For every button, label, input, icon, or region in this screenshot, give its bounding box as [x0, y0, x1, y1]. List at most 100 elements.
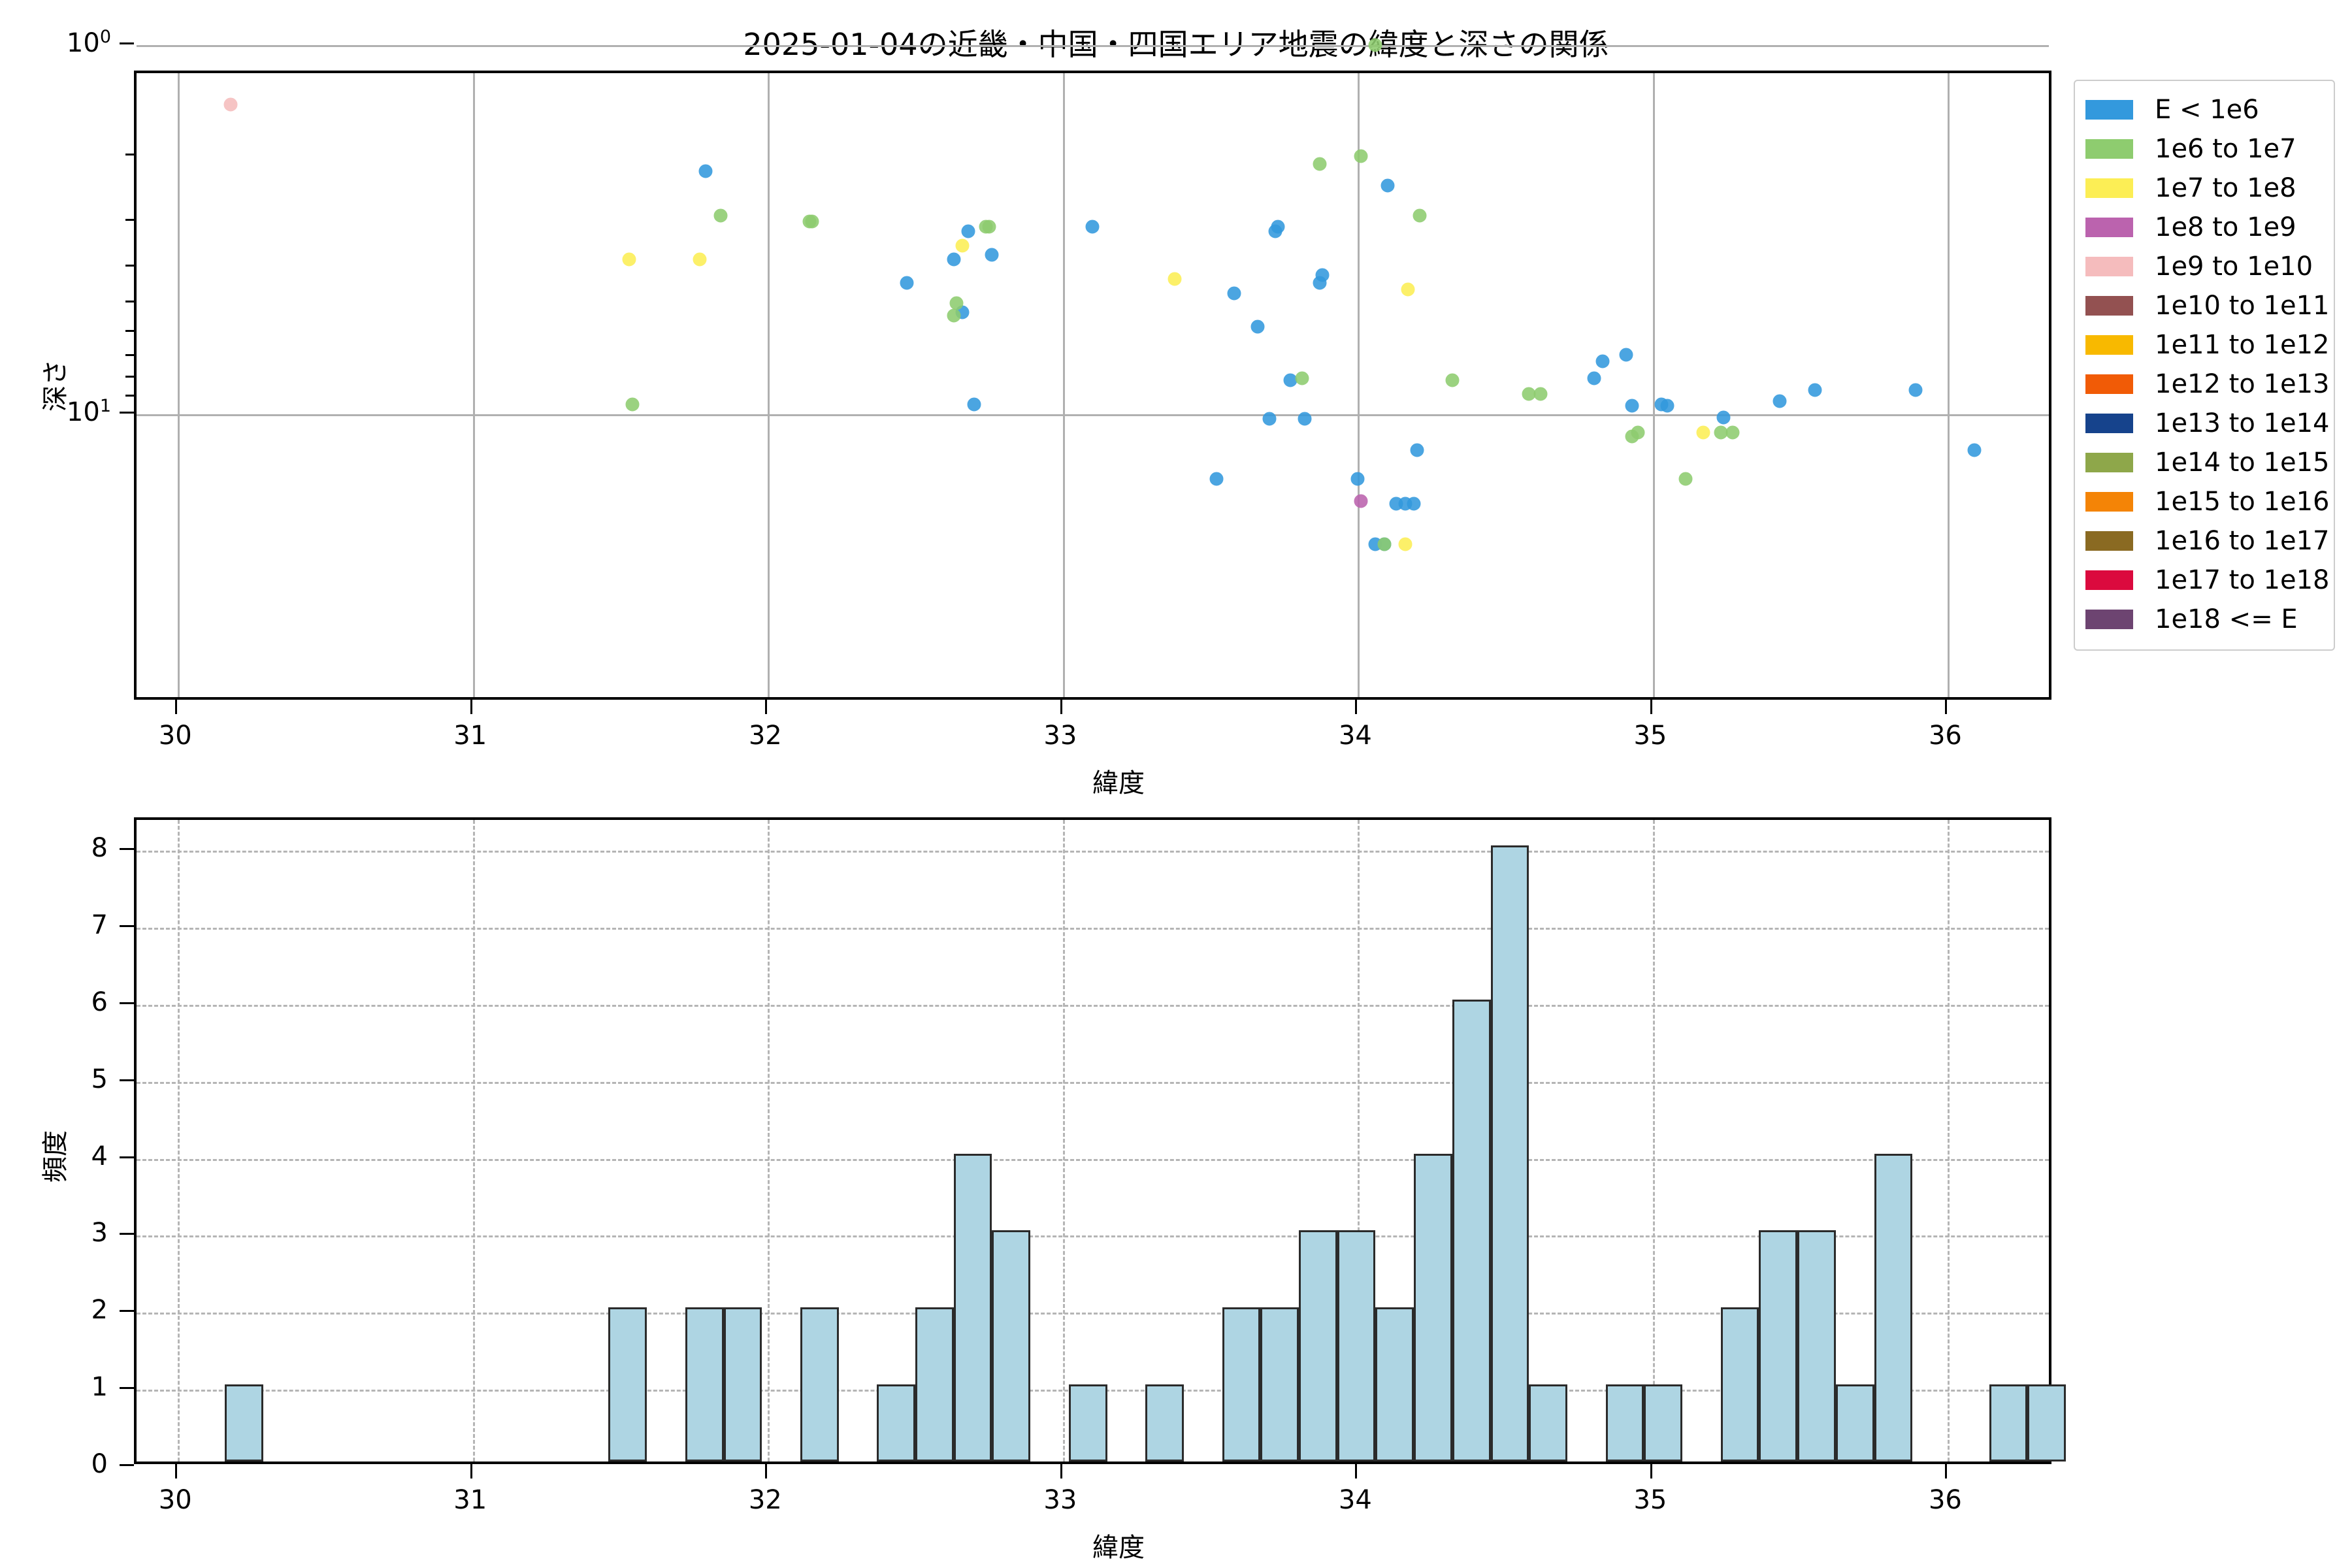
histogram-bar: [1414, 1153, 1452, 1462]
histogram-bar: [1720, 1307, 1759, 1462]
scatter-point: [900, 276, 913, 290]
legend-item[interactable]: 1e16 to 1e17: [2085, 521, 2330, 561]
histogram-bar: [1299, 1230, 1337, 1462]
scatter-gridline-vertical: [768, 73, 770, 697]
scatter-point: [949, 296, 964, 310]
scatter-gridline-vertical: [1948, 73, 1950, 697]
legend-item[interactable]: 1e12 to 1e13: [2085, 365, 2330, 404]
histogram-x-ticklabel: 36: [1928, 1485, 1962, 1515]
legend-item[interactable]: 1e6 to 1e7: [2085, 129, 2323, 169]
scatter-y-minortick: [125, 354, 134, 357]
legend-item[interactable]: 1e9 to 1e10: [2085, 247, 2323, 286]
scatter-point: [1313, 157, 1327, 171]
scatter-point: [947, 252, 961, 267]
histogram-bar: [1260, 1307, 1299, 1462]
scatter-point: [1368, 38, 1382, 52]
scatter-x-tick: [1355, 700, 1358, 714]
legend-item-label: 1e9 to 1e10: [2155, 252, 2313, 282]
histogram-bar: [1644, 1384, 1683, 1462]
scatter-x-tick: [1945, 700, 1948, 714]
legend-item[interactable]: E < 1e6: [2085, 90, 2323, 129]
histogram-y-tick: [120, 1156, 134, 1158]
histogram-x-tick: [1650, 1464, 1652, 1478]
scatter-point: [1808, 383, 1822, 397]
histogram-x-ticklabel: 33: [1043, 1485, 1077, 1515]
scatter-point: [1619, 348, 1633, 362]
scatter-y-ticklabel: 100: [66, 26, 111, 59]
scatter-y-minortick: [125, 376, 134, 378]
scatter-point: [1250, 319, 1265, 334]
scatter-x-tick: [470, 700, 472, 714]
scatter-x-tick: [1060, 700, 1062, 714]
scatter-x-ticklabel: 34: [1338, 721, 1372, 751]
figure-title: 2025-01-04の近畿・中国・四国エリア地震の緯度と深さの関係: [743, 27, 1609, 62]
histogram-x-ticklabel: 35: [1633, 1485, 1667, 1515]
legend-item[interactable]: 1e8 to 1e9: [2085, 208, 2323, 247]
histogram-gridline-vertical: [1652, 820, 1655, 1462]
legend-color-swatch: [2085, 139, 2133, 159]
histogram-y-ticklabel: 3: [91, 1218, 108, 1249]
legend-color-swatch: [2085, 414, 2133, 433]
scatter-y-ticklabel: 101: [66, 395, 111, 428]
legend[interactable]: E < 1e6 1e6 to 1e7 1e7 to 1e8 1e8 to 1e9 1e9…: [2074, 80, 2335, 651]
histogram-bar: [992, 1230, 1031, 1462]
histogram-bar: [2027, 1384, 2066, 1462]
legend-color-swatch: [2085, 453, 2133, 472]
scatter-point: [1295, 371, 1309, 385]
scatter-point: [1262, 412, 1277, 426]
histogram-x-tick: [1355, 1464, 1358, 1478]
legend-color-swatch: [2085, 296, 2133, 316]
histogram-axes: [134, 817, 2066, 1464]
scatter-point: [1401, 282, 1415, 297]
legend-color-swatch: [2085, 374, 2133, 394]
histogram-bar: [800, 1307, 839, 1462]
scatter-point: [1398, 537, 1413, 551]
histogram-y-tick: [120, 1464, 134, 1466]
legend-color-swatch: [2085, 570, 2133, 590]
histogram-y-tick: [120, 1310, 134, 1313]
legend-item-label: 1e7 to 1e8: [2155, 173, 2296, 203]
scatter-point: [622, 252, 636, 267]
histogram-y-tick: [120, 848, 134, 851]
histogram-gridline-vertical: [768, 820, 770, 1462]
legend-item[interactable]: 1e11 to 1e12: [2085, 325, 2330, 365]
scatter-x-ticklabel: 33: [1043, 721, 1077, 751]
legend-item[interactable]: 1e7 to 1e8: [2085, 169, 2323, 208]
histogram-x-ticklabel: 31: [453, 1485, 487, 1515]
legend-color-swatch: [2085, 257, 2133, 276]
legend-item[interactable]: 1e14 to 1e15: [2085, 443, 2330, 482]
scatter-point: [1725, 425, 1740, 440]
scatter-point: [955, 238, 970, 253]
scatter-point: [967, 397, 981, 412]
legend-item[interactable]: 1e17 to 1e18: [2085, 561, 2330, 600]
scatter-point: [223, 97, 238, 112]
scatter-point: [625, 397, 640, 412]
histogram-y-ticklabel: 5: [91, 1064, 108, 1094]
histogram-gridline-horizontal: [137, 851, 2049, 853]
scatter-point: [1354, 149, 1368, 163]
legend-color-swatch: [2085, 100, 2133, 120]
histogram-y-tick: [120, 1079, 134, 1081]
legend-item[interactable]: 1e15 to 1e16: [2085, 482, 2330, 521]
legend-item-label: 1e15 to 1e16: [2155, 487, 2330, 517]
scatter-y-minortick: [125, 218, 134, 221]
legend-item[interactable]: 1e10 to 1e11: [2085, 286, 2330, 325]
histogram-bar: [953, 1153, 992, 1462]
legend-item[interactable]: 1e18 <= E: [2085, 600, 2323, 639]
legend-item-label: 1e6 to 1e7: [2155, 134, 2296, 164]
histogram-x-tick: [470, 1464, 472, 1478]
histogram-bar: [1337, 1230, 1376, 1462]
legend-color-swatch: [2085, 218, 2133, 237]
histogram-y-ticklabel: 2: [91, 1295, 108, 1326]
scatter-x-ticklabel: 30: [158, 721, 192, 751]
histogram-y-tick: [120, 1233, 134, 1235]
scatter-gridline-vertical: [1062, 73, 1065, 697]
scatter-y-minortick: [125, 395, 134, 397]
histogram-bar: [1490, 845, 1529, 1462]
scatter-point: [1587, 371, 1601, 385]
histogram-bar: [1145, 1384, 1184, 1462]
legend-item-label: 1e8 to 1e9: [2155, 212, 2296, 242]
legend-item[interactable]: 1e13 to 1e14: [2085, 404, 2330, 443]
histogram-y-ticklabel: 1: [91, 1372, 108, 1403]
histogram-bar: [1529, 1384, 1567, 1462]
